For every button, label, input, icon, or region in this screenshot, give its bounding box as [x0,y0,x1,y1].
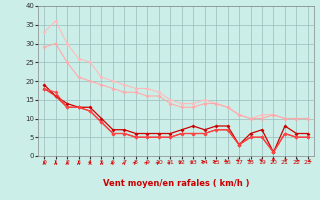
X-axis label: Vent moyen/en rafales ( km/h ): Vent moyen/en rafales ( km/h ) [103,179,249,188]
